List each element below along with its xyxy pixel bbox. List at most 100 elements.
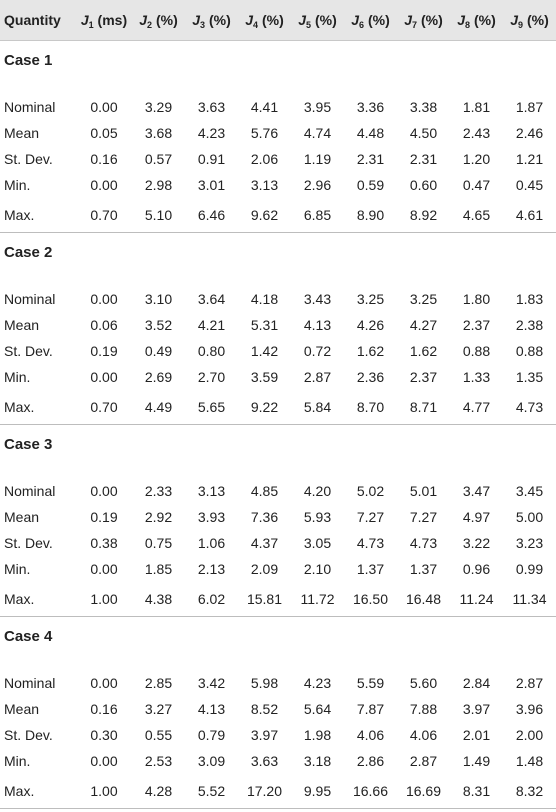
cell-j9: 8.32: [503, 774, 556, 809]
cell-j2: 0.57: [144, 151, 173, 167]
cell-j1: 0.00: [90, 561, 118, 577]
cell-j4: 15.81: [238, 582, 291, 617]
cell-j3: 4.23: [197, 125, 226, 141]
cell-j3: 3.01: [197, 177, 226, 193]
cell-j6: 2.86: [356, 753, 385, 769]
cell-j2: 2.92: [144, 509, 173, 525]
header-j8: J8 (%): [450, 0, 503, 41]
cell-j8: 3.97: [462, 701, 491, 717]
cell-j1: 0.00: [90, 483, 118, 499]
cell-j3: 5.52: [185, 774, 238, 809]
cell-j2: 3.68: [144, 125, 173, 141]
cell-j9: 3.96: [515, 701, 544, 717]
table-row: St. Dev. 0.38 0.75 1.06 4.37 3.05 4.73 4.73 3.22…: [0, 530, 556, 556]
cell-j4: 7.36: [250, 509, 279, 525]
header-j2: J2 (%): [132, 0, 185, 41]
cell-j2: 4.49: [132, 390, 185, 425]
cell-j8: 1.20: [462, 151, 491, 167]
cell-j8: 0.96: [462, 561, 491, 577]
cell-j1: 1.00: [76, 774, 132, 809]
table-row: Mean 0.05 3.68 4.23 5.76 4.74 4.48 4.50 2.43 2.46: [0, 120, 556, 146]
cell-j9: 2.00: [515, 727, 544, 743]
cell-j5: 3.05: [303, 535, 332, 551]
cell-j4: 5.76: [250, 125, 279, 141]
cell-j7: 4.27: [409, 317, 438, 333]
cell-j4: 4.85: [250, 483, 279, 499]
spacer-row: [0, 272, 556, 286]
cell-j7: 4.50: [409, 125, 438, 141]
table-row: Nominal 0.00 3.29 3.63 4.41 3.95 3.36 3.38 1.81 1…: [0, 94, 556, 120]
cell-j4: 1.42: [250, 343, 279, 359]
cell-j5: 4.23: [303, 675, 332, 691]
cell-j4: 4.18: [250, 291, 279, 307]
cell-j5: 11.72: [291, 582, 344, 617]
cell-j2: 3.29: [144, 99, 173, 115]
cell-j5: 4.74: [303, 125, 332, 141]
header-row: Quantity J1 (ms) J2 (%) J3 (%) J4 (%) J5…: [0, 0, 556, 41]
cell-j7: 4.06: [409, 727, 438, 743]
cell-j1: 0.00: [90, 291, 118, 307]
cell-j3: 3.13: [197, 483, 226, 499]
cell-j8: 8.31: [450, 774, 503, 809]
cell-j3: 4.13: [197, 701, 226, 717]
cell-j8: 4.77: [450, 390, 503, 425]
row-label: Nominal: [4, 99, 56, 115]
cell-j7: 1.37: [409, 561, 438, 577]
table-row: Min. 0.00 2.69 2.70 3.59 2.87 2.36 2.37 1.33 1.35: [0, 364, 556, 390]
cell-j1: 0.30: [90, 727, 118, 743]
cell-j3: 0.79: [197, 727, 226, 743]
row-label: Max.: [0, 774, 76, 809]
cell-j7: 5.01: [409, 483, 438, 499]
cell-j2: 3.27: [144, 701, 173, 717]
cell-j2: 5.10: [132, 198, 185, 233]
cell-j5: 5.84: [291, 390, 344, 425]
table-row: Nominal 0.00 2.85 3.42 5.98 4.23 5.59 5.60 2.84 2…: [0, 670, 556, 696]
row-label: St. Dev.: [4, 535, 53, 551]
cell-j6: 5.02: [356, 483, 385, 499]
cell-j7: 7.27: [409, 509, 438, 525]
table-row: Max. 0.70 4.49 5.65 9.22 5.84 8.70 8.71 4.77 4.73: [0, 390, 556, 425]
case-heading-row: Case 4: [0, 615, 556, 656]
cell-j3: 5.65: [185, 390, 238, 425]
cell-j4: 4.37: [250, 535, 279, 551]
cell-j2: 0.49: [144, 343, 173, 359]
row-label: Mean: [4, 317, 40, 333]
table-row: St. Dev. 0.16 0.57 0.91 2.06 1.19 2.31 2.31 1.20…: [0, 146, 556, 172]
cell-j8: 2.01: [462, 727, 491, 743]
cell-j9: 1.48: [515, 753, 544, 769]
cell-j3: 3.63: [197, 99, 226, 115]
cell-j5: 6.85: [291, 198, 344, 233]
cell-j1: 0.38: [90, 535, 118, 551]
cell-j6: 4.73: [356, 535, 385, 551]
cell-j8: 4.65: [450, 198, 503, 233]
cell-j6: 16.66: [344, 774, 397, 809]
cell-j9: 5.00: [515, 509, 544, 525]
case-title: Case 3: [0, 423, 556, 464]
cell-j7: 3.25: [409, 291, 438, 307]
cell-j1: 0.00: [90, 369, 118, 385]
cell-j6: 4.06: [356, 727, 385, 743]
cell-j6: 3.25: [356, 291, 385, 307]
spacer-row: [0, 464, 556, 478]
cell-j1: 0.19: [90, 509, 118, 525]
cell-j7: 2.31: [409, 151, 438, 167]
cell-j5: 2.87: [303, 369, 332, 385]
cell-j3: 2.70: [197, 369, 226, 385]
cell-j2: 2.33: [144, 483, 173, 499]
cell-j6: 8.90: [344, 198, 397, 233]
cell-j8: 1.33: [462, 369, 491, 385]
cell-j4: 4.41: [250, 99, 279, 115]
cell-j6: 4.48: [356, 125, 385, 141]
cell-j7: 8.92: [397, 198, 450, 233]
cell-j9: 11.34: [503, 582, 556, 617]
cell-j1: 0.00: [90, 675, 118, 691]
cell-j5: 0.72: [303, 343, 332, 359]
case-title: Case 2: [0, 231, 556, 272]
table-row: St. Dev. 0.30 0.55 0.79 3.97 1.98 4.06 4.06 2.01…: [0, 722, 556, 748]
cell-j2: 3.10: [144, 291, 173, 307]
cell-j1: 0.19: [90, 343, 118, 359]
cell-j7: 8.71: [397, 390, 450, 425]
cell-j6: 5.59: [356, 675, 385, 691]
cell-j9: 1.21: [515, 151, 544, 167]
table-row: Max. 0.70 5.10 6.46 9.62 6.85 8.90 8.92 4.65 4.61: [0, 198, 556, 233]
